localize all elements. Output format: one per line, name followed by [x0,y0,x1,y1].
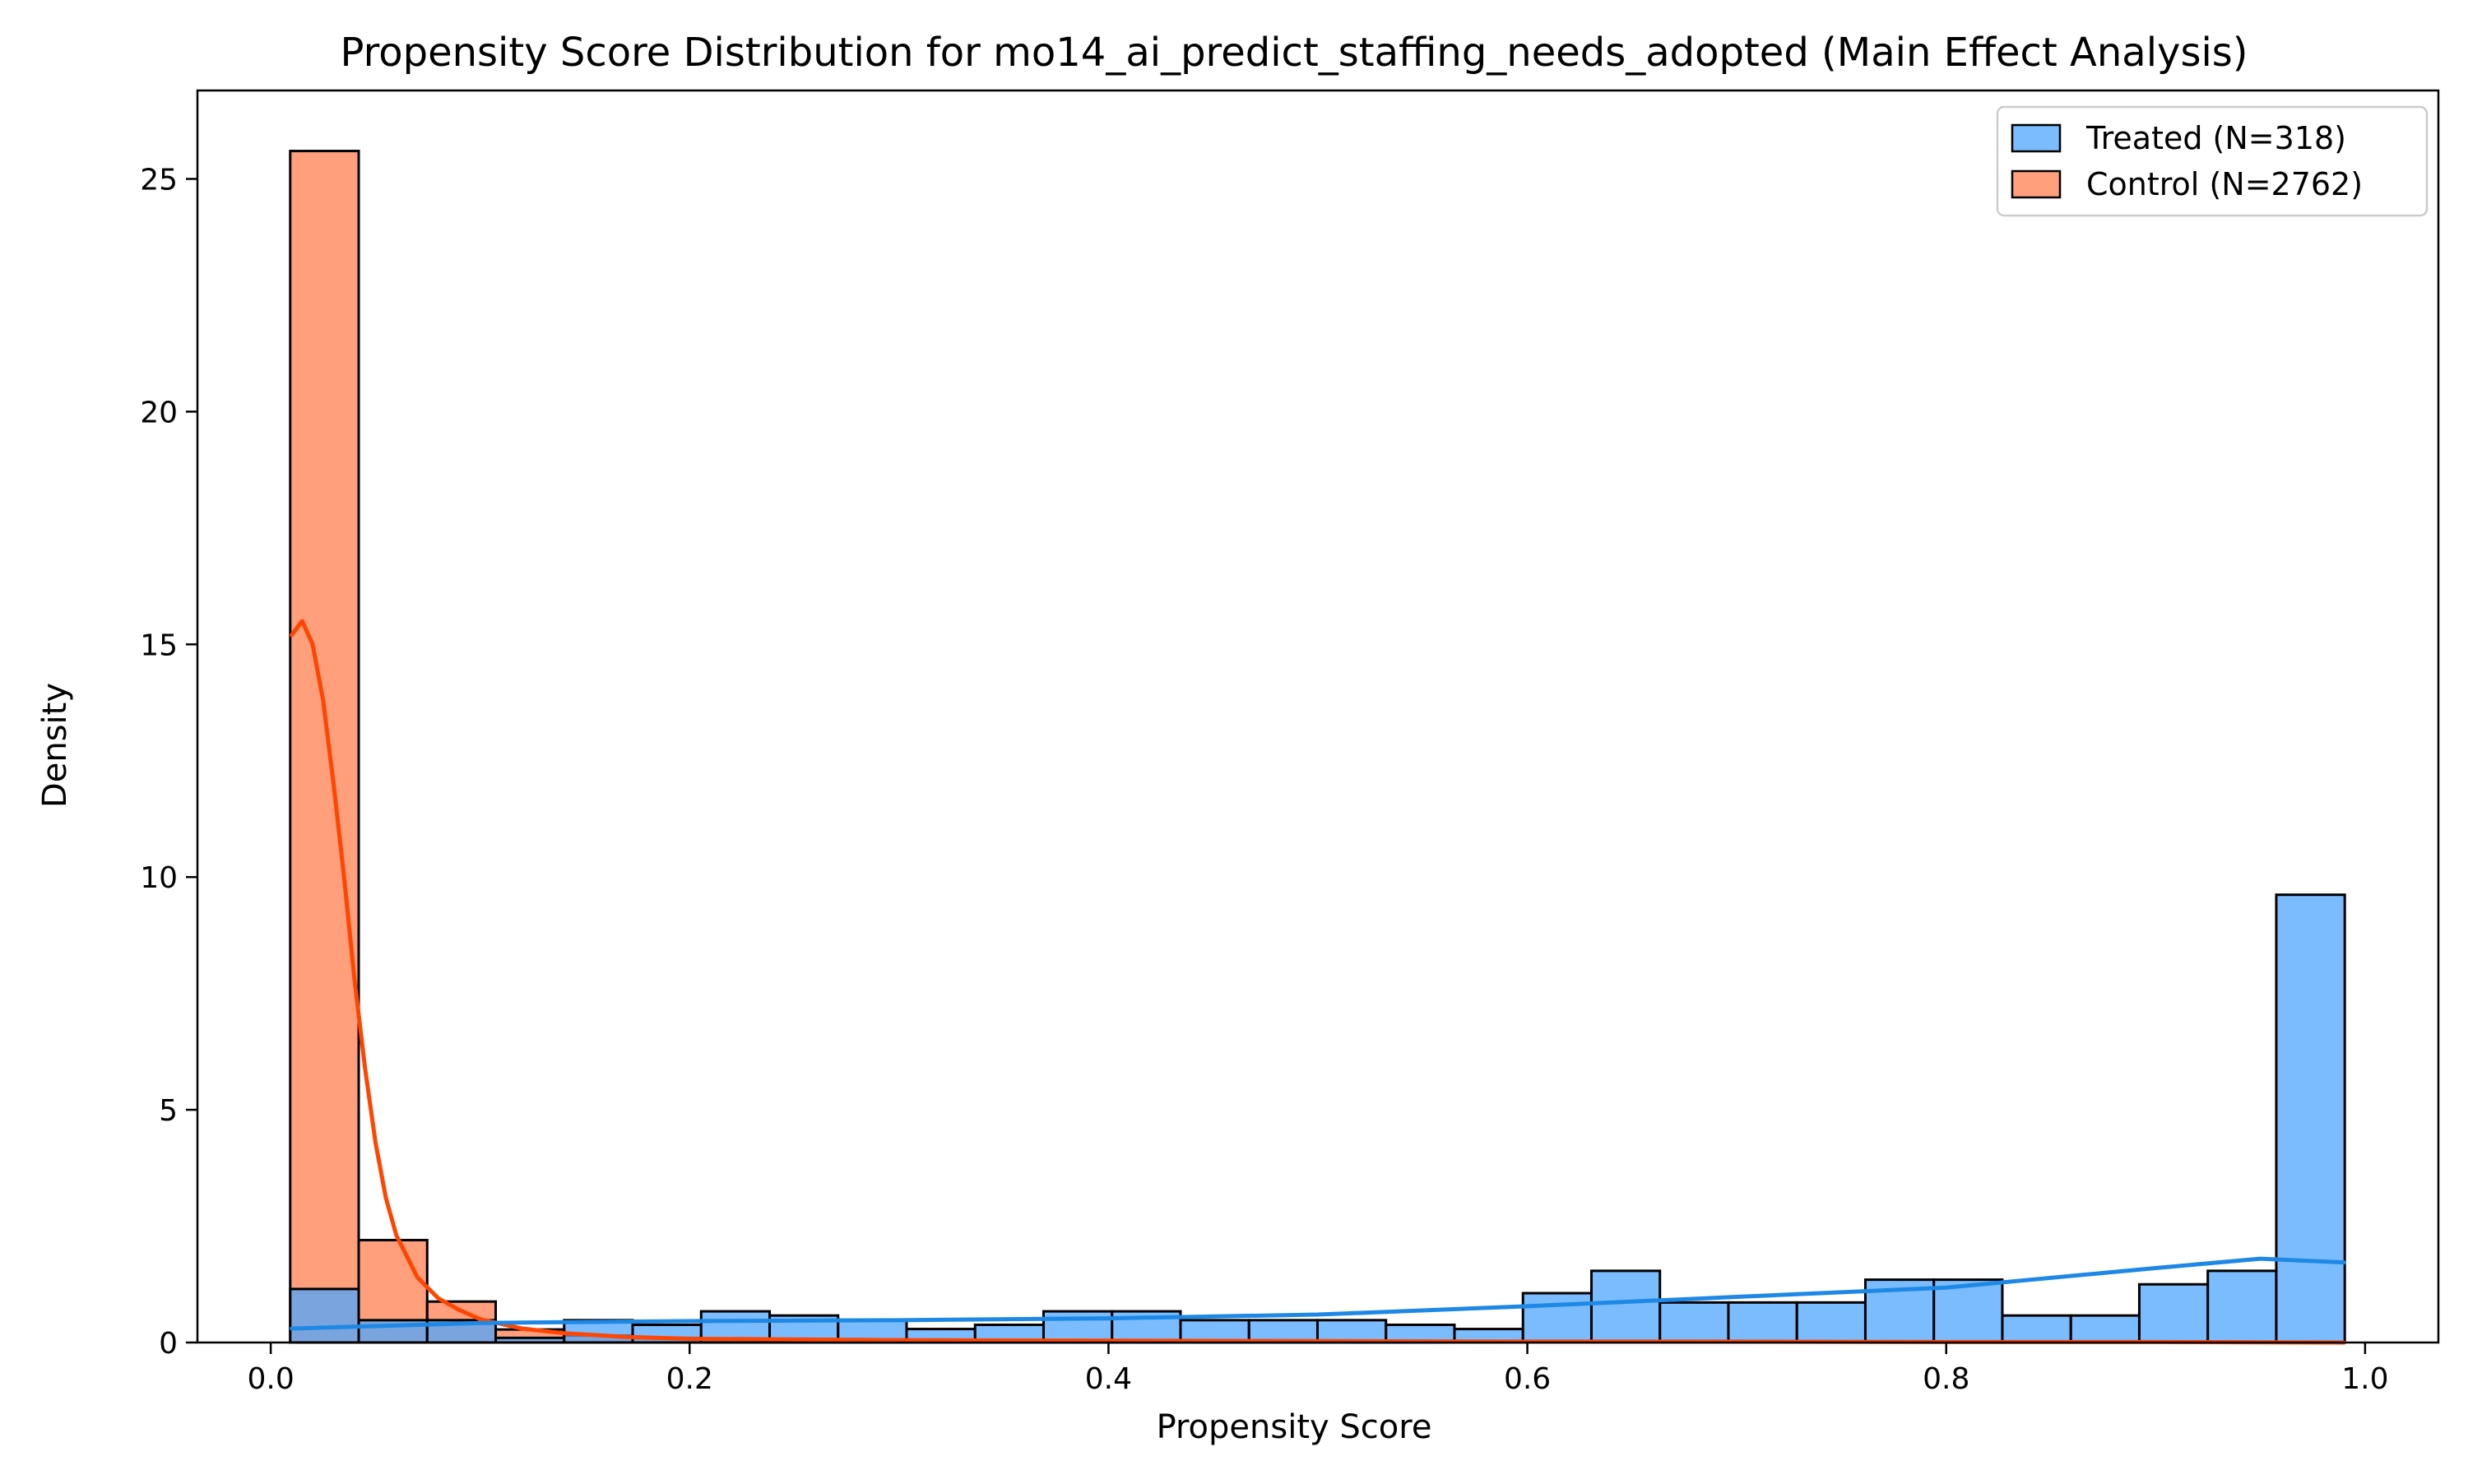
treated-bar-24 [1932,1278,2004,1344]
y-tick-label-5: 25 [140,164,178,197]
treated-bar-25 [2001,1314,2072,1344]
y-tick-label-1: 5 [159,1094,178,1128]
y-axis-label: Density [36,683,74,808]
treated-bar-21 [1727,1301,1798,1344]
treated-bar-20 [1658,1301,1730,1344]
x-tick-label-5: 1.0 [2341,1362,2388,1396]
x-tick-label-2: 0.4 [1085,1362,1132,1396]
treated-bar-0 [289,1287,360,1344]
treated-bar-22 [1795,1301,1867,1344]
chart-title: Propensity Score Distribution for mo14_a… [340,30,2248,76]
legend-swatch-treated [2011,123,2062,153]
x-tick-label-0: 0.0 [247,1362,294,1396]
y-tick-label-3: 15 [140,628,178,662]
control-bar-0 [289,150,360,1344]
y-tick-label-2: 10 [140,861,178,895]
treated-bar-18 [1521,1292,1593,1344]
axes-frame [196,89,2440,1344]
treated-bar-29 [2275,893,2346,1344]
treated-kde-curve [290,1256,2346,1331]
x-tick-label-4: 0.8 [1923,1362,1969,1396]
legend-label-control: Control (N=2762) [2086,166,2363,202]
treated-bar-19 [1589,1269,1662,1344]
legend-swatch-control [2011,169,2062,199]
legend-label-treated: Treated (N=318) [2085,120,2346,156]
x-tick-label-1: 0.2 [666,1362,713,1396]
treated-bar-26 [2069,1314,2141,1344]
treated-bar-11 [1042,1310,1114,1344]
legend-box [1996,105,2429,217]
x-axis-label: Propensity Score [1157,1408,1432,1446]
y-tick-label-4: 20 [140,396,178,429]
treated-bar-28 [2206,1269,2278,1344]
treated-bar-27 [2137,1282,2210,1344]
plot-area: 0.0 0.2 0.4 0.6 0.8 1.0 0 5 10 15 20 25 [140,89,2440,1396]
control-kde-curve [290,619,2346,1345]
treated-bar-13 [1179,1319,1250,1344]
x-tick-label-3: 0.6 [1504,1362,1551,1396]
legend: Treated (N=318) Control (N=2762) [1996,105,2429,217]
y-tick-label-0: 0 [159,1327,178,1361]
